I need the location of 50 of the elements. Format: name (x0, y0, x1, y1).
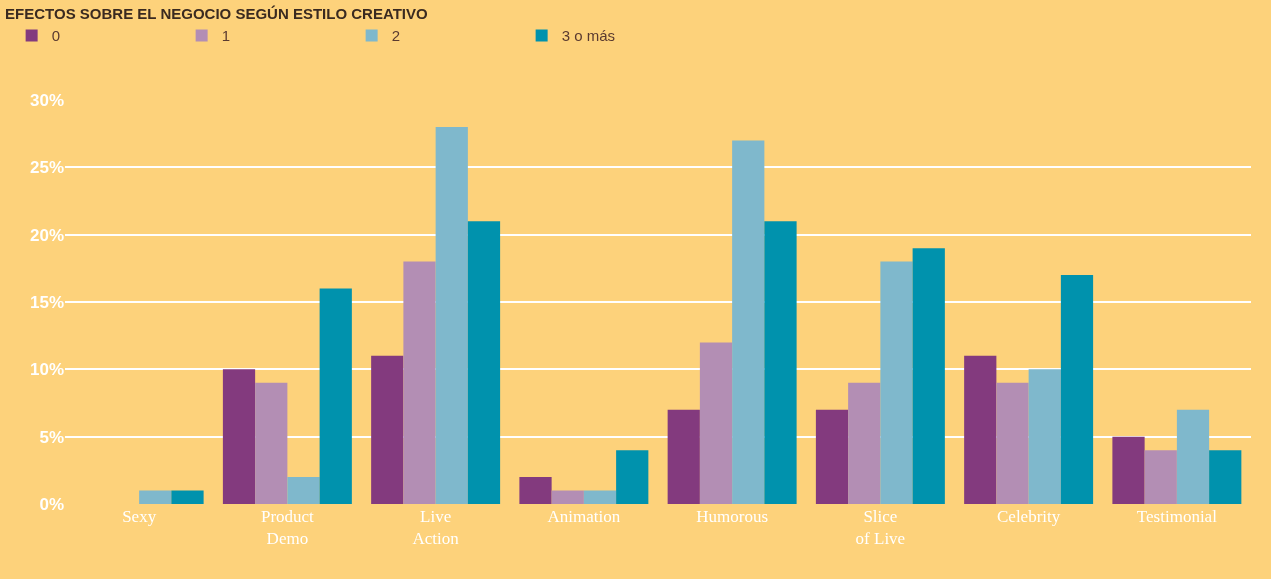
bar (319, 288, 352, 504)
legend-label: 0 (51, 27, 60, 45)
bar (1144, 450, 1177, 504)
x-tick-label: Celebrity (997, 507, 1061, 526)
bar (519, 477, 552, 504)
bar (1112, 436, 1145, 504)
bar (848, 382, 881, 504)
bar (996, 382, 1029, 504)
bar (403, 261, 436, 504)
bar (222, 369, 256, 504)
legend-label: 2 (391, 27, 400, 45)
bar (815, 409, 849, 504)
y-tick-label: 10% (29, 360, 64, 380)
y-tick-label: 25% (29, 158, 64, 178)
bar (964, 355, 997, 504)
bar (171, 490, 204, 504)
bar (732, 140, 765, 504)
bar (667, 409, 700, 504)
bar (435, 126, 468, 504)
bar (139, 490, 172, 504)
bar (551, 490, 584, 504)
y-tick-label: 0% (39, 494, 64, 514)
bar (699, 342, 733, 504)
legend-label: 1 (221, 27, 230, 45)
legend-label: 3 o más (561, 27, 615, 45)
bar (1176, 409, 1210, 504)
y-tick-label: 20% (29, 225, 64, 245)
x-tick-label: Animation (547, 507, 621, 526)
chart-title: EFECTOS SOBRE EL NEGOCIO SEGÚN ESTILO CREATIVO (5, 5, 428, 23)
y-tick-label: 30% (29, 90, 64, 110)
bar (583, 490, 617, 504)
y-tick-label: 5% (39, 427, 64, 447)
bar (1209, 450, 1242, 504)
bar (880, 261, 913, 504)
bar (371, 355, 404, 504)
bar (616, 450, 649, 504)
x-tick-label: Sexy (122, 507, 157, 526)
bar (1028, 369, 1061, 504)
bar (912, 248, 945, 504)
x-tick-label: Product Demo (260, 507, 315, 549)
bar (1060, 275, 1094, 504)
x-tick-label: Slice of Live (855, 507, 906, 549)
bar (764, 221, 797, 504)
x-tick-label: Testimonial (1136, 507, 1218, 526)
bar (467, 221, 501, 504)
y-tick-label: 15% (29, 292, 64, 312)
x-tick-label: Humorous (696, 507, 769, 526)
x-tick-label: Live Action (412, 507, 460, 549)
bar (287, 477, 320, 504)
bar (255, 382, 288, 504)
